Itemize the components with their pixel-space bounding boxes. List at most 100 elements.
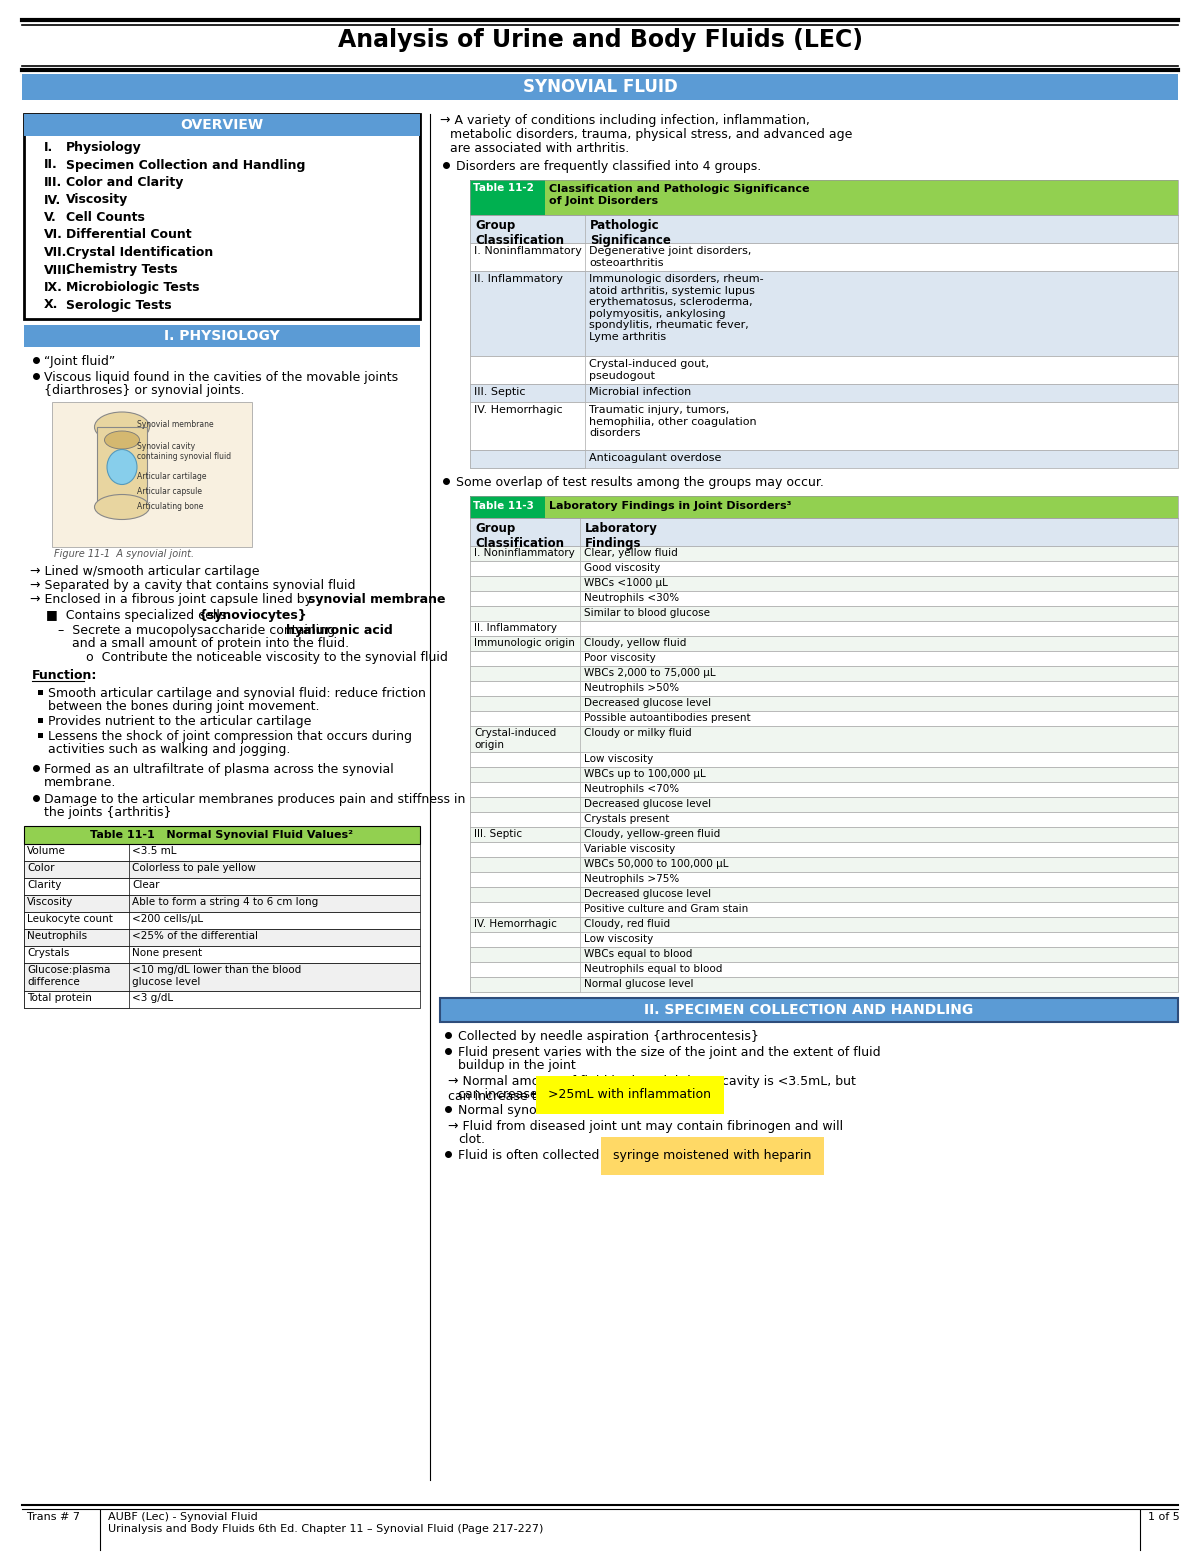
- Bar: [470, 576, 1178, 592]
- Text: Clarity: Clarity: [28, 881, 61, 890]
- Bar: [470, 666, 580, 682]
- Bar: [24, 325, 420, 346]
- Text: AUBF (Lec) - Synovial Fluid: AUBF (Lec) - Synovial Fluid: [108, 1513, 258, 1522]
- Bar: [470, 932, 580, 947]
- Text: –  Secrete a mucopolysaccharide containing: – Secrete a mucopolysaccharide containin…: [58, 624, 340, 637]
- Text: VI.: VI.: [44, 228, 62, 242]
- Text: Laboratory Findings in Joint Disorders³: Laboratory Findings in Joint Disorders³: [550, 502, 792, 511]
- Bar: [470, 902, 580, 916]
- Text: Some overlap of test results among the groups may occur.: Some overlap of test results among the g…: [456, 477, 824, 489]
- Text: X.: X.: [44, 298, 59, 312]
- Bar: [470, 621, 580, 637]
- Bar: [24, 912, 420, 929]
- Text: Colorless to pale yellow: Colorless to pale yellow: [132, 863, 256, 873]
- Text: Similar to blood glucose: Similar to blood glucose: [584, 609, 710, 618]
- Text: Synovial membrane: Synovial membrane: [137, 419, 214, 429]
- Text: Table 11-3: Table 11-3: [473, 502, 534, 511]
- Text: activities such as walking and jogging.: activities such as walking and jogging.: [48, 742, 290, 756]
- Bar: [470, 592, 1178, 606]
- Text: Clear: Clear: [132, 881, 160, 890]
- Text: Fluid present varies with the size of the joint and the extent of fluid: Fluid present varies with the size of th…: [458, 1047, 881, 1059]
- Text: Traumatic injury, tumors,
hemophilia, other coagulation
disorders: Traumatic injury, tumors, hemophilia, ot…: [589, 405, 757, 438]
- Text: WBCs <1000 μL: WBCs <1000 μL: [584, 578, 668, 589]
- Text: Articulating bone: Articulating bone: [137, 502, 203, 511]
- Text: are associated with arthritis.: are associated with arthritis.: [450, 141, 629, 155]
- Bar: [470, 651, 1178, 666]
- Text: → Lined w/smooth articular cartilage: → Lined w/smooth articular cartilage: [30, 565, 259, 578]
- Text: Normal synovial fluid does not clot: Normal synovial fluid does not clot: [458, 1104, 676, 1117]
- Ellipse shape: [104, 432, 139, 449]
- Bar: [470, 214, 1178, 242]
- Bar: [470, 711, 580, 725]
- Text: OVERVIEW: OVERVIEW: [180, 118, 264, 132]
- Text: Articular capsule: Articular capsule: [137, 488, 202, 495]
- Text: Cell Counts: Cell Counts: [66, 211, 145, 224]
- Bar: [22, 75, 1178, 99]
- Text: Good viscosity: Good viscosity: [584, 564, 660, 573]
- Bar: [470, 696, 580, 711]
- Text: Classification and Pathologic Significance
of Joint Disorders: Classification and Pathologic Significan…: [550, 183, 810, 205]
- Bar: [470, 947, 1178, 961]
- Bar: [24, 929, 130, 946]
- Bar: [470, 606, 580, 621]
- Text: Microbiologic Tests: Microbiologic Tests: [66, 281, 199, 294]
- Bar: [24, 946, 420, 963]
- Text: II. Inflammatory: II. Inflammatory: [474, 623, 557, 634]
- Text: Cloudy, yellow fluid: Cloudy, yellow fluid: [584, 638, 686, 648]
- Text: Crystal-induced gout,
pseudogout: Crystal-induced gout, pseudogout: [589, 359, 709, 380]
- Bar: [24, 860, 420, 877]
- Text: IV. Hemorrhagic: IV. Hemorrhagic: [474, 919, 557, 929]
- Bar: [470, 947, 580, 961]
- Text: I. Noninflammatory: I. Noninflammatory: [474, 548, 575, 558]
- Text: Color and Clarity: Color and Clarity: [66, 175, 184, 189]
- Text: Function:: Function:: [32, 669, 97, 682]
- Text: I.: I.: [44, 141, 53, 154]
- Text: VII.: VII.: [44, 245, 67, 259]
- Text: WBCs 50,000 to 100,000 μL: WBCs 50,000 to 100,000 μL: [584, 859, 728, 870]
- Bar: [470, 812, 1178, 828]
- Text: Table 11-2: Table 11-2: [473, 183, 534, 193]
- Text: between the bones during joint movement.: between the bones during joint movement.: [48, 700, 319, 713]
- Bar: [24, 895, 130, 912]
- Text: Low viscosity: Low viscosity: [584, 755, 653, 764]
- Text: 1 of 5: 1 of 5: [1148, 1513, 1180, 1522]
- Text: Trans # 7: Trans # 7: [28, 1513, 80, 1522]
- Text: → A variety of conditions including infection, inflammation,: → A variety of conditions including infe…: [440, 113, 810, 127]
- Text: {diarthroses} or synovial joints.: {diarthroses} or synovial joints.: [44, 384, 245, 398]
- Bar: [24, 963, 130, 991]
- Ellipse shape: [95, 412, 150, 443]
- Bar: [470, 272, 1178, 356]
- Text: Poor viscosity: Poor viscosity: [584, 652, 655, 663]
- Text: Neutrophils >50%: Neutrophils >50%: [584, 683, 679, 693]
- Text: Group
Classification: Group Classification: [475, 219, 564, 247]
- Text: <3.5 mL: <3.5 mL: [132, 846, 176, 856]
- Bar: [470, 916, 580, 932]
- Bar: [24, 991, 130, 1008]
- Text: II. Inflammatory: II. Inflammatory: [474, 273, 563, 284]
- Text: Immunologic disorders, rheum-
atoid arthritis, systemic lupus
erythematosus, scl: Immunologic disorders, rheum- atoid arth…: [589, 273, 763, 342]
- Text: Degenerative joint disorders,
osteoarthritis: Degenerative joint disorders, osteoarthr…: [589, 245, 751, 267]
- Bar: [24, 877, 420, 895]
- Bar: [470, 783, 1178, 797]
- Bar: [470, 621, 1178, 637]
- Bar: [470, 402, 586, 450]
- Text: Lessens the shock of joint compression that occurs during: Lessens the shock of joint compression t…: [48, 730, 412, 742]
- Bar: [470, 214, 586, 242]
- Bar: [470, 961, 580, 977]
- Bar: [470, 356, 586, 384]
- Text: metabolic disorders, trauma, physical stress, and advanced age: metabolic disorders, trauma, physical st…: [450, 127, 852, 141]
- Text: syringe moistened with heparin: syringe moistened with heparin: [613, 1149, 811, 1162]
- Text: Laboratory
Findings: Laboratory Findings: [586, 522, 658, 550]
- Bar: [470, 384, 586, 402]
- Text: Glucose:plasma
difference: Glucose:plasma difference: [28, 964, 110, 986]
- Text: Urinalysis and Body Fluids 6th Ed. Chapter 11 – Synovial Fluid (Page 217-227): Urinalysis and Body Fluids 6th Ed. Chapt…: [108, 1523, 544, 1534]
- Bar: [470, 916, 1178, 932]
- Bar: [24, 113, 420, 318]
- Text: → Enclosed in a fibrous joint capsule lined by: → Enclosed in a fibrous joint capsule li…: [30, 593, 316, 606]
- Text: <25% of the differential: <25% of the differential: [132, 930, 258, 941]
- Bar: [470, 887, 580, 902]
- Text: Low viscosity: Low viscosity: [584, 933, 653, 944]
- Bar: [470, 666, 1178, 682]
- Bar: [470, 783, 580, 797]
- Text: clot.: clot.: [458, 1134, 485, 1146]
